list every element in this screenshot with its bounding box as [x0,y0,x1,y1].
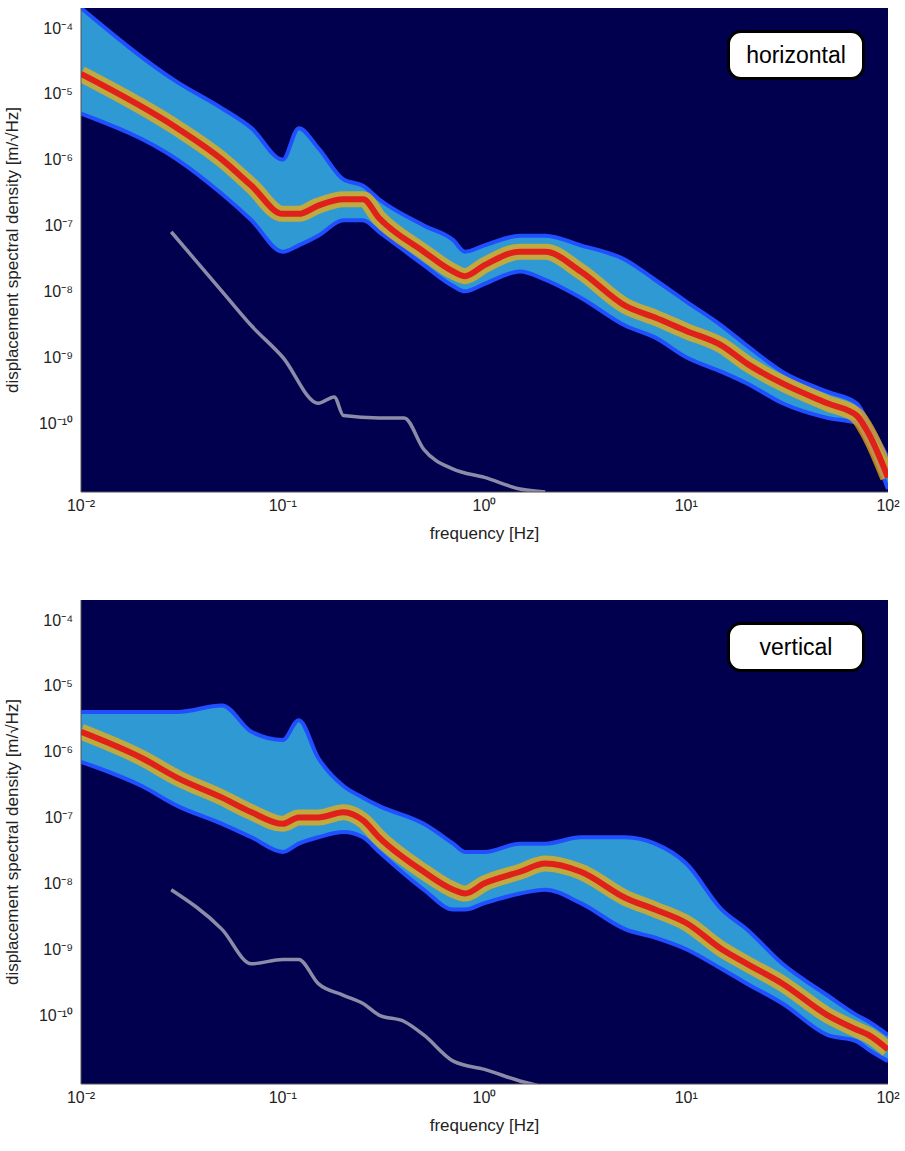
svg-text:frequency [Hz]: frequency [Hz] [430,524,540,543]
svg-text:displacement spectral density: displacement spectral density [m/√Hz] [3,107,22,393]
svg-text:10⁻⁸: 10⁻⁸ [43,875,73,892]
html-text:vertical: vertical [759,633,833,660]
svg-text:10⁻⁹: 10⁻⁹ [43,349,73,366]
svg-text:10²: 10² [876,497,900,514]
svg-text:10⁰: 10⁰ [473,1089,497,1106]
svg-text:10⁻²: 10⁻² [67,497,96,514]
svg-text:10¹: 10¹ [675,1089,698,1106]
svg-text:10⁻⁴: 10⁻⁴ [43,20,73,37]
svg-text:10⁻⁵: 10⁻⁵ [44,677,73,694]
svg-text:10⁻⁶: 10⁻⁶ [44,743,73,760]
svg-text:10⁻¹⁰: 10⁻¹⁰ [39,1007,73,1024]
svg-text:10⁻⁹: 10⁻⁹ [43,941,73,958]
svg-text:displacement spectral density: displacement spectral density [m/√Hz] [3,699,22,985]
svg-text:10⁻⁷: 10⁻⁷ [44,809,73,826]
svg-text:10⁻¹⁰: 10⁻¹⁰ [39,415,73,432]
svg-text:10⁻⁶: 10⁻⁶ [44,151,73,168]
svg-text:10²: 10² [876,1089,900,1106]
svg-text:frequency [Hz]: frequency [Hz] [430,1116,540,1135]
html-text:horizontal: horizontal [746,41,846,68]
svg-text:10⁻⁷: 10⁻⁷ [44,217,73,234]
svg-text:10⁻⁴: 10⁻⁴ [43,612,73,629]
svg-text:10⁻¹: 10⁻¹ [269,497,297,514]
svg-text:10⁻²: 10⁻² [67,1089,96,1106]
svg-text:10⁰: 10⁰ [473,497,497,514]
svg-text:10¹: 10¹ [675,497,698,514]
svg-text:10⁻¹: 10⁻¹ [269,1089,297,1106]
svg-text:10⁻⁸: 10⁻⁸ [43,283,73,300]
svg-text:10⁻⁵: 10⁻⁵ [44,85,73,102]
